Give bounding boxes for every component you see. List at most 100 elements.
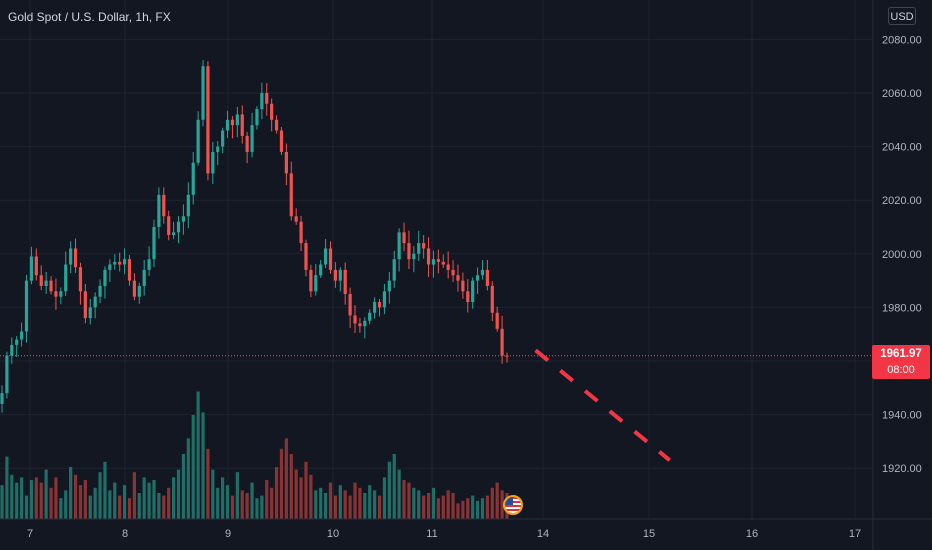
volume-bar (299, 477, 303, 519)
candle-body (451, 269, 455, 276)
volume-bar (412, 487, 416, 519)
volume-bar (397, 469, 401, 519)
candle-body (186, 194, 190, 217)
volume-bar (294, 469, 298, 519)
price-tick-label: 2080.00 (882, 34, 922, 46)
candle-body (480, 269, 485, 276)
candle-body (132, 280, 136, 297)
candle-body (225, 119, 230, 131)
volume-bar (417, 490, 421, 519)
last-price-value: 1961.97 (880, 348, 922, 360)
volume-bar (490, 487, 494, 519)
candle-body (323, 248, 328, 265)
candle-body (44, 280, 48, 286)
candle-body (113, 261, 117, 265)
candle-body (377, 302, 382, 308)
volume-bar (211, 469, 215, 519)
volume-bar (59, 498, 63, 519)
candle-body (172, 232, 176, 236)
volume-bar (338, 485, 342, 519)
candle-body (456, 275, 460, 281)
time-tick-label: 14 (537, 528, 549, 540)
volume-bar (157, 493, 161, 519)
candle-body (206, 66, 210, 174)
price-tick-label: 1980.00 (882, 302, 922, 314)
volume-bar (15, 482, 19, 519)
volume-bar (64, 490, 68, 519)
volume-bar (118, 495, 122, 519)
candle-body (387, 280, 391, 292)
candle-body (49, 280, 53, 292)
volume-bar (353, 482, 357, 519)
volume-bar (328, 482, 333, 519)
volume-bar (260, 495, 264, 519)
chart-title: Gold Spot / U.S. Dollar, 1h, FX (8, 10, 171, 24)
volume-bar (363, 493, 367, 519)
volume-bar (480, 498, 485, 519)
candle-body (304, 243, 308, 270)
volume-bar (382, 477, 387, 519)
candle-body (270, 103, 274, 120)
candle-body (348, 294, 352, 316)
candle-body (64, 264, 68, 292)
candle-body (426, 248, 431, 265)
candle-body (490, 285, 494, 313)
candlestick-series (0, 60, 509, 413)
volume-bar (265, 480, 269, 519)
volume-bar (103, 461, 107, 519)
candle-body (441, 261, 445, 265)
candle-body (24, 280, 29, 332)
candle-body (333, 269, 337, 281)
candle-body (69, 248, 73, 265)
candle-body (422, 243, 426, 249)
volume-bar (167, 487, 171, 519)
candle-body (15, 339, 19, 345)
volume-bar (221, 477, 225, 519)
volume-bar (147, 482, 151, 519)
us-flag-event-icon[interactable] (503, 495, 523, 515)
volume-bar (436, 498, 440, 519)
volume-bar (69, 467, 73, 519)
volume-bar (20, 477, 24, 519)
volume-bar (44, 469, 48, 519)
time-axis[interactable]: 7 8 9 10 11 14 15 16 17 (27, 528, 861, 540)
candle-body (147, 259, 151, 270)
volume-bar (377, 495, 382, 519)
candle-body (338, 269, 342, 281)
candle-body (358, 323, 362, 327)
candle-body (211, 151, 215, 174)
candle-body (373, 302, 377, 313)
currency-button[interactable]: USD (888, 7, 916, 25)
volume-bar (78, 485, 83, 519)
candle-body (475, 275, 480, 281)
candle-body (108, 264, 112, 270)
candle-body (221, 130, 225, 147)
candle-body (289, 173, 293, 217)
candle-body (294, 216, 298, 222)
volume-bar (196, 391, 200, 519)
volume-bar (426, 493, 431, 519)
volume-bar (309, 474, 313, 519)
volume-bar (284, 438, 288, 519)
volume-bar (206, 448, 210, 519)
volume-bar (319, 487, 323, 519)
volume-bar (162, 495, 166, 519)
volume-bar (314, 490, 318, 519)
volume-bar (235, 472, 239, 519)
candle-body (39, 275, 43, 286)
candle-body (142, 269, 146, 286)
volume-bar (495, 482, 499, 519)
candle-body (137, 285, 141, 297)
price-tick-label: 1920.00 (882, 463, 922, 475)
candle-body (235, 114, 239, 126)
volume-bar (34, 477, 38, 519)
volume-bar (132, 472, 136, 519)
volume-bar (5, 456, 9, 519)
volume-bar (0, 485, 4, 519)
candle-body (118, 261, 122, 265)
candle-body (461, 280, 465, 292)
volume-bar (186, 438, 190, 519)
candle-body (299, 221, 303, 244)
candle-body (83, 291, 87, 319)
